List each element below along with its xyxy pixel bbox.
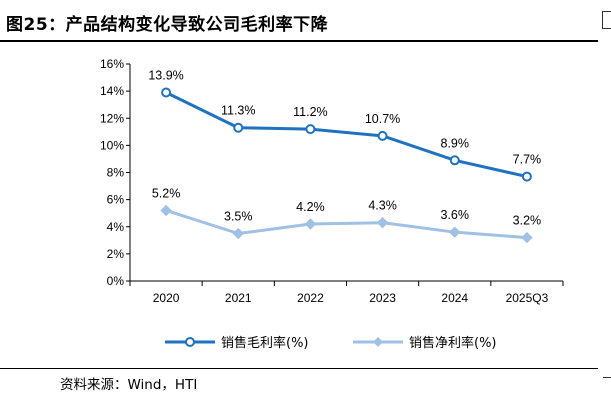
source-note: 资料来源：Wind，HTI — [60, 377, 198, 393]
data-label: 10.7% — [365, 112, 400, 126]
data-label: 13.9% — [148, 68, 183, 82]
y-tick-label: 8% — [107, 166, 125, 180]
series-line — [165, 91, 528, 179]
series-gross-margin: 13.9% 11.3% 11.2% 10.7% 8.9% 7.7% — [148, 68, 542, 182]
y-tick-label: 2% — [107, 247, 125, 261]
data-point — [304, 218, 317, 230]
data-label: 3.6% — [441, 208, 470, 222]
y-tick-label: 6% — [107, 193, 125, 207]
series-line — [165, 209, 528, 240]
title-rule — [0, 40, 598, 42]
series-net-margin: 5.2% 3.5% 4.2% 4.3% 3.6% 3.2% — [152, 186, 542, 244]
y-tick-label: 16% — [100, 57, 124, 71]
data-point — [521, 171, 532, 182]
legend-label: 销售毛利率(%) — [221, 335, 309, 351]
y-tick-label: 0% — [107, 274, 125, 288]
x-tick-label: 2024 — [441, 291, 468, 305]
y-tick-label: 14% — [100, 84, 124, 98]
legend-marker — [185, 337, 195, 347]
data-point — [233, 122, 244, 133]
chart-axes: 0% 2% 4% 6% 8% 10% 12% 14% 16% 2020 2021 2022 2023 20… — [100, 57, 564, 305]
legend-marker — [373, 337, 383, 347]
data-point — [449, 226, 461, 238]
legend-item: 销售净利率(%) — [353, 335, 497, 351]
data-label: 11.3% — [221, 104, 256, 118]
x-tick-label: 2025Q3 — [506, 291, 549, 305]
chart-series: 13.9% 11.3% 11.2% 10.7% 8.9% 7.7% 5.2% 3.5% 4.2%… — [148, 68, 542, 244]
data-point — [232, 227, 244, 240]
adjacent-figure-edge-bottom — [603, 377, 611, 378]
legend-item: 销售毛利率(%) — [165, 335, 309, 351]
source-rule — [0, 368, 598, 369]
legend-label: 销售净利率(%) — [409, 335, 497, 351]
data-label: 7.7% — [513, 153, 542, 167]
data-point — [377, 130, 388, 141]
data-point — [161, 87, 172, 98]
x-tick-label: 2020 — [153, 291, 180, 305]
data-label: 3.5% — [224, 210, 253, 224]
x-tick-label: 2021 — [225, 291, 252, 305]
y-tick-label: 4% — [107, 220, 125, 234]
figure-title: 图25：产品结构变化导致公司毛利率下降 — [6, 15, 329, 35]
x-tick-label: 2022 — [297, 291, 324, 305]
data-point — [160, 204, 172, 217]
data-label: 4.2% — [296, 200, 325, 214]
data-point — [305, 124, 316, 135]
data-label: 11.2% — [293, 105, 328, 119]
y-tick-label: 12% — [100, 111, 124, 125]
data-point — [449, 155, 460, 166]
chart-legend: 销售毛利率(%) 销售净利率(%) — [165, 335, 497, 351]
adjacent-figure-edge — [602, 11, 611, 29]
x-tick-label: 2023 — [369, 291, 396, 305]
data-label: 5.2% — [152, 186, 181, 200]
data-label: 4.3% — [368, 199, 397, 213]
data-point — [521, 231, 533, 244]
data-point — [376, 216, 389, 229]
y-tick-label: 10% — [100, 138, 124, 152]
data-label: 8.9% — [441, 136, 470, 150]
data-label: 3.2% — [513, 214, 542, 228]
